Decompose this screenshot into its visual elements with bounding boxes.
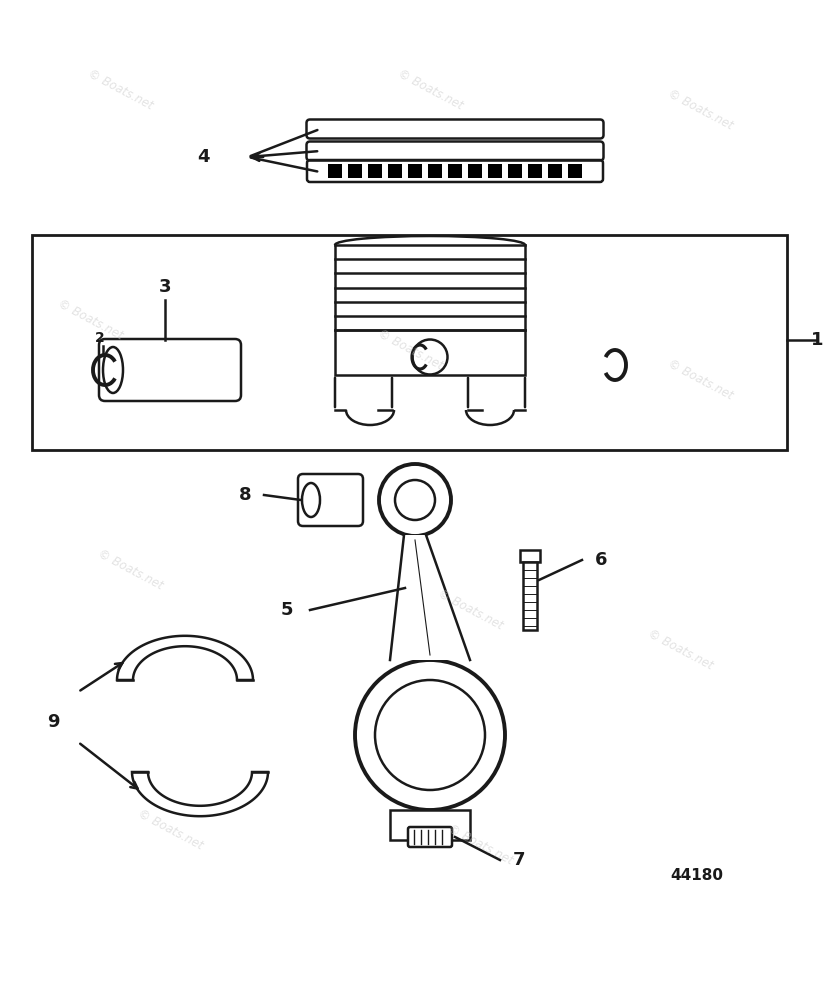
Bar: [488, 164, 502, 178]
FancyBboxPatch shape: [306, 142, 604, 160]
Bar: [508, 164, 522, 178]
Bar: [523, 562, 537, 630]
Bar: [348, 164, 362, 178]
Text: © Boats.net: © Boats.net: [645, 628, 714, 672]
Bar: [328, 164, 342, 178]
Text: 9: 9: [48, 713, 60, 731]
Ellipse shape: [375, 680, 485, 790]
Text: 3: 3: [159, 278, 171, 296]
Ellipse shape: [379, 464, 451, 536]
Bar: [32, 235, 787, 450]
Text: © Boats.net: © Boats.net: [395, 67, 465, 113]
Text: 8: 8: [240, 486, 252, 504]
Bar: [428, 164, 442, 178]
Text: 7: 7: [513, 851, 525, 869]
Bar: [390, 810, 470, 840]
Text: © Boats.net: © Boats.net: [445, 823, 515, 867]
Bar: [448, 164, 462, 178]
Ellipse shape: [412, 340, 448, 374]
Bar: [520, 550, 540, 562]
FancyBboxPatch shape: [298, 474, 363, 526]
Ellipse shape: [302, 483, 320, 517]
Polygon shape: [390, 535, 470, 660]
Bar: [528, 164, 542, 178]
PathPatch shape: [132, 772, 268, 816]
Bar: [408, 164, 422, 178]
Bar: [388, 164, 402, 178]
Bar: [568, 164, 582, 178]
Text: © Boats.net: © Boats.net: [665, 357, 735, 403]
FancyBboxPatch shape: [408, 827, 452, 847]
FancyBboxPatch shape: [306, 120, 604, 139]
FancyBboxPatch shape: [99, 339, 241, 401]
Text: 4: 4: [197, 148, 210, 166]
Text: © Boats.net: © Boats.net: [55, 297, 125, 343]
Ellipse shape: [355, 660, 505, 810]
Bar: [335, 330, 525, 375]
Text: © Boats.net: © Boats.net: [375, 328, 444, 372]
Text: © Boats.net: © Boats.net: [435, 587, 505, 633]
Text: 2: 2: [95, 331, 105, 345]
Text: 44180: 44180: [670, 867, 723, 882]
Text: 5: 5: [281, 601, 293, 619]
Text: © Boats.net: © Boats.net: [85, 67, 154, 113]
Ellipse shape: [395, 480, 435, 520]
Bar: [468, 164, 482, 178]
PathPatch shape: [117, 636, 253, 680]
Text: 1: 1: [811, 331, 824, 349]
Text: © Boats.net: © Boats.net: [665, 87, 735, 133]
Bar: [548, 164, 562, 178]
Text: 6: 6: [595, 551, 607, 569]
Text: © Boats.net: © Boats.net: [135, 808, 205, 852]
Ellipse shape: [103, 347, 123, 393]
Bar: [368, 164, 382, 178]
Text: © Boats.net: © Boats.net: [95, 547, 164, 593]
